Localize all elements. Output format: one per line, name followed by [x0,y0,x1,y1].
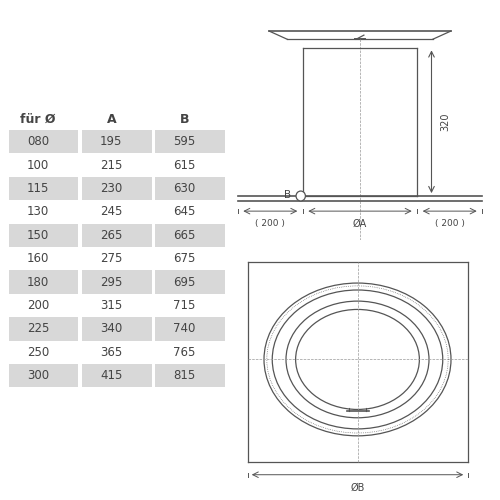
FancyBboxPatch shape [8,294,78,317]
FancyBboxPatch shape [8,130,78,154]
FancyBboxPatch shape [156,154,225,177]
Text: 665: 665 [174,229,196,242]
FancyBboxPatch shape [8,154,78,177]
Text: B: B [284,190,292,200]
FancyBboxPatch shape [8,270,78,294]
FancyBboxPatch shape [156,340,225,364]
FancyBboxPatch shape [156,200,225,224]
FancyBboxPatch shape [82,270,152,294]
Text: 160: 160 [27,252,49,265]
FancyBboxPatch shape [8,317,78,340]
Circle shape [296,191,306,201]
Text: 340: 340 [100,322,122,336]
FancyBboxPatch shape [8,340,78,364]
FancyBboxPatch shape [82,247,152,270]
Text: 295: 295 [100,276,122,288]
Text: 365: 365 [100,346,122,359]
FancyBboxPatch shape [8,364,78,388]
FancyBboxPatch shape [82,317,152,340]
Text: 245: 245 [100,206,122,218]
Text: für Ø: für Ø [20,113,56,126]
Text: 320: 320 [440,112,450,131]
Text: 200: 200 [27,299,49,312]
Text: 715: 715 [174,299,196,312]
Text: 180: 180 [27,276,49,288]
FancyBboxPatch shape [156,270,225,294]
Text: 265: 265 [100,229,122,242]
Text: 080: 080 [27,135,49,148]
FancyBboxPatch shape [156,224,225,247]
Text: 815: 815 [174,369,196,382]
Text: B: B [180,113,190,126]
Text: 740: 740 [174,322,196,336]
FancyBboxPatch shape [156,364,225,388]
Text: ØB: ØB [350,482,364,492]
FancyBboxPatch shape [82,224,152,247]
Text: ( 200 ): ( 200 ) [256,219,285,228]
Text: 630: 630 [174,182,196,195]
FancyBboxPatch shape [82,294,152,317]
FancyBboxPatch shape [8,224,78,247]
FancyBboxPatch shape [156,130,225,154]
Text: A: A [106,113,116,126]
Text: 215: 215 [100,158,122,172]
FancyBboxPatch shape [8,177,78,200]
Text: 645: 645 [174,206,196,218]
Text: 300: 300 [27,369,49,382]
Text: 275: 275 [100,252,122,265]
Text: 115: 115 [27,182,49,195]
Text: 195: 195 [100,135,122,148]
FancyBboxPatch shape [156,247,225,270]
FancyBboxPatch shape [8,200,78,224]
Text: 695: 695 [174,276,196,288]
FancyBboxPatch shape [82,340,152,364]
FancyBboxPatch shape [82,177,152,200]
Text: 130: 130 [27,206,49,218]
Text: ØA: ØA [353,219,367,229]
Text: 765: 765 [174,346,196,359]
Text: 315: 315 [100,299,122,312]
FancyBboxPatch shape [82,200,152,224]
FancyBboxPatch shape [156,294,225,317]
FancyBboxPatch shape [82,130,152,154]
Text: 415: 415 [100,369,122,382]
Text: 595: 595 [174,135,196,148]
Text: 100: 100 [27,158,49,172]
Text: 675: 675 [174,252,196,265]
FancyBboxPatch shape [156,317,225,340]
Text: 230: 230 [100,182,122,195]
Text: 150: 150 [27,229,49,242]
Text: ( 200 ): ( 200 ) [435,219,464,228]
FancyBboxPatch shape [156,177,225,200]
FancyBboxPatch shape [8,247,78,270]
FancyBboxPatch shape [82,154,152,177]
FancyBboxPatch shape [82,364,152,388]
Text: 615: 615 [174,158,196,172]
Text: 250: 250 [27,346,49,359]
Text: 225: 225 [27,322,49,336]
